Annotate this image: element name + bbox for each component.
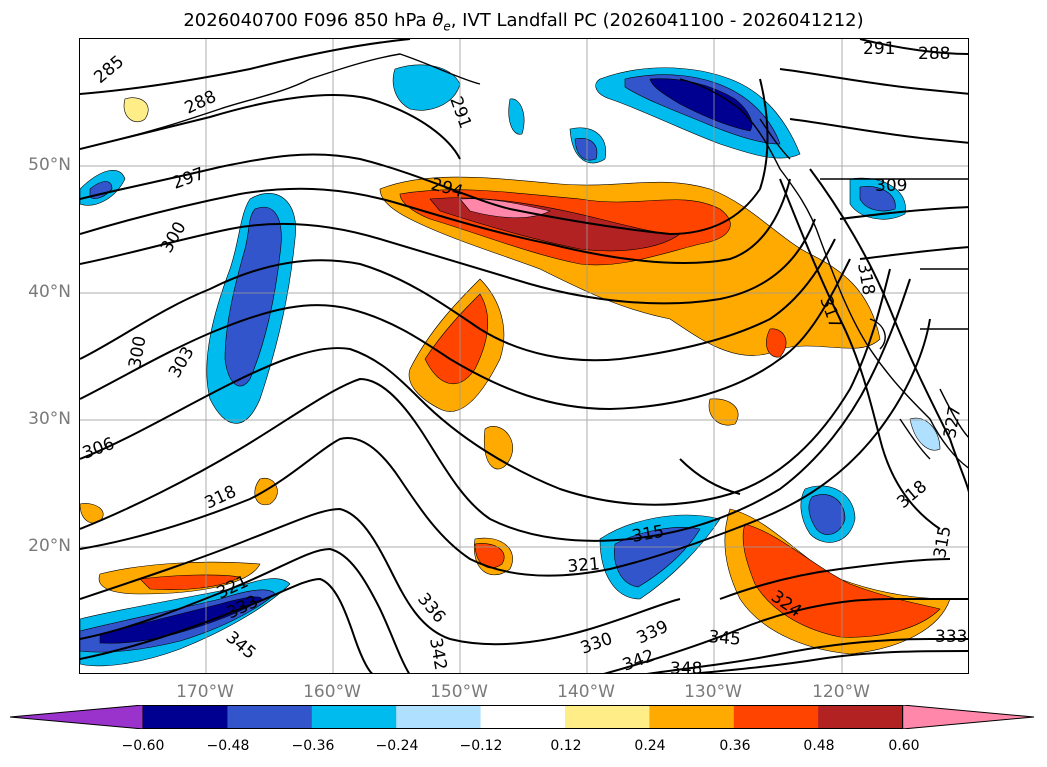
colorbar-label: −0.36 [291,738,335,754]
contour-label: 327 [940,404,965,439]
colorbar-extend-low [10,705,144,729]
lat-label-30n: 30°N [28,409,71,429]
colorbar-segment [818,705,904,729]
contour-label: 300 [157,218,191,256]
colorbar-label: −0.24 [375,738,419,754]
shade-positive-west-inner [424,293,489,385]
colorbar-segment [480,705,566,729]
contour-label: 291 [445,94,475,131]
colorbar-segment [565,705,650,729]
lon-label-170w: 170°W [176,682,234,702]
contour-label: 315 [930,524,955,559]
shade-negative-west-inner [224,206,282,387]
graticule [80,39,968,673]
colorbar-segment [311,705,397,729]
contour-label: 333 [935,627,967,647]
contour-label: 321 [567,554,601,577]
contour-label: 342 [425,636,450,671]
contour-label: 306 [80,434,117,464]
lon-label-150w: 150°W [430,682,488,702]
colorbar-segment [227,705,313,729]
contour-label: 342 [620,646,657,674]
contour-label: 285 [90,52,128,88]
colorbar-label: 0.48 [803,738,835,754]
contour-label: 288 [182,87,220,119]
contour-label: 303 [165,343,199,381]
colorbar-segment [649,705,735,729]
colorbar-segment [733,705,819,729]
contour-label: 348 [670,659,702,674]
lat-label-50n: 50°N [28,155,71,175]
lat-label-20n: 20°N [28,536,71,556]
colorbar-label: −0.60 [121,738,165,754]
map-canvas: 285 288 291 291 288 297 294 300 300 303 … [80,39,968,674]
colorbar-label: 0.36 [719,738,751,754]
colorbar-label: 0.24 [634,738,666,754]
contour-label: 309 [875,176,907,196]
contour-label: 318 [893,477,931,513]
contour-label: 339 [634,617,672,649]
colorbar-label: 0.60 [888,738,920,754]
coastlines [119,53,968,469]
contour-label: 336 [413,589,449,627]
map-title: 2026040700 F096 850 hPa θe, IVT Landfall… [183,10,864,34]
lon-label-120w: 120°W [812,682,870,702]
shaded-regions [80,64,951,667]
contour-label: 345 [222,628,260,664]
colorbar [10,705,1035,729]
contour-label: 297 [170,164,207,194]
contour-label: 345 [708,627,742,650]
colorbar-segments [10,705,1035,729]
lon-label-140w: 140°W [557,682,615,702]
contour-label: 318 [202,482,240,514]
colorbar-outline [142,705,904,729]
lon-label-160w: 160°W [303,682,361,702]
contour-label: 291 [863,39,895,59]
colorbar-extend-high [902,705,1035,729]
contour-label: 330 [578,629,615,659]
colorbar-label: −0.12 [459,738,503,754]
contour-label: 288 [918,44,950,64]
contours [80,39,968,673]
colorbar-label: −0.48 [206,738,250,754]
map-panel: 285 288 291 291 288 297 294 300 300 303 … [79,38,969,674]
lon-label-130w: 130°W [684,682,742,702]
colorbar-segment [396,705,482,729]
lat-label-40n: 40°N [28,282,71,302]
shade-negative-alaska-core [649,78,753,132]
colorbar-segment [143,705,228,729]
colorbar-label: 0.12 [550,738,582,754]
